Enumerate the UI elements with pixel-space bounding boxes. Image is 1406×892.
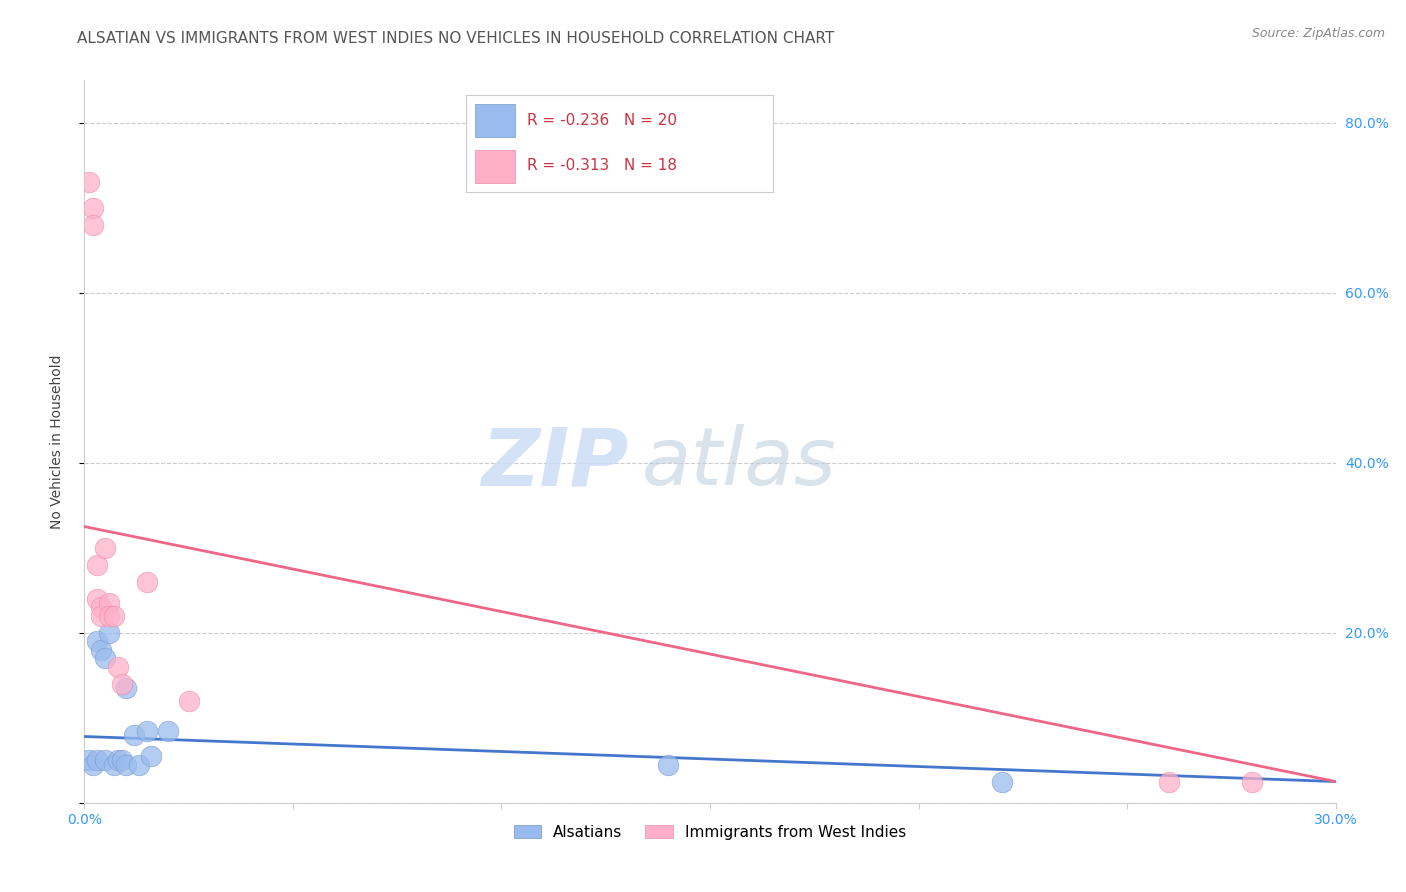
Point [107, 753, 129, 767]
Point [107, 660, 129, 674]
Point [115, 681, 138, 695]
Point [136, 723, 159, 738]
Point [124, 728, 146, 742]
Text: atlas: atlas [641, 425, 837, 502]
Point [98, 596, 121, 610]
Point [82, 218, 104, 232]
Text: ZIP: ZIP [481, 425, 628, 502]
Point [90, 642, 112, 657]
Point [82, 201, 104, 215]
Point [136, 574, 159, 589]
Point [115, 757, 138, 772]
Point [128, 757, 150, 772]
Point [991, 774, 1014, 789]
Text: Source: ZipAtlas.com: Source: ZipAtlas.com [1251, 27, 1385, 40]
Point [94, 651, 117, 665]
Y-axis label: No Vehicles in Household: No Vehicles in Household [49, 354, 63, 529]
Legend: Alsatians, Immigrants from West Indies: Alsatians, Immigrants from West Indies [508, 819, 912, 846]
Point [1241, 774, 1264, 789]
Point [657, 757, 679, 772]
Point [77, 175, 100, 189]
Point [86, 558, 108, 572]
Point [86, 753, 108, 767]
Point [86, 591, 108, 606]
Point [98, 625, 121, 640]
Point [103, 608, 125, 623]
Text: ALSATIAN VS IMMIGRANTS FROM WEST INDIES NO VEHICLES IN HOUSEHOLD CORRELATION CHA: ALSATIAN VS IMMIGRANTS FROM WEST INDIES … [77, 31, 835, 46]
Point [82, 757, 104, 772]
Point [94, 541, 117, 555]
Point [94, 753, 117, 767]
Point [111, 753, 134, 767]
Point [98, 608, 121, 623]
Point [156, 723, 179, 738]
Point [103, 757, 125, 772]
Point [90, 600, 112, 615]
Point [139, 749, 162, 764]
Point [86, 634, 108, 648]
Point [77, 753, 100, 767]
Point [111, 677, 134, 691]
Point [177, 694, 200, 708]
Point [1157, 774, 1180, 789]
Point [90, 608, 112, 623]
